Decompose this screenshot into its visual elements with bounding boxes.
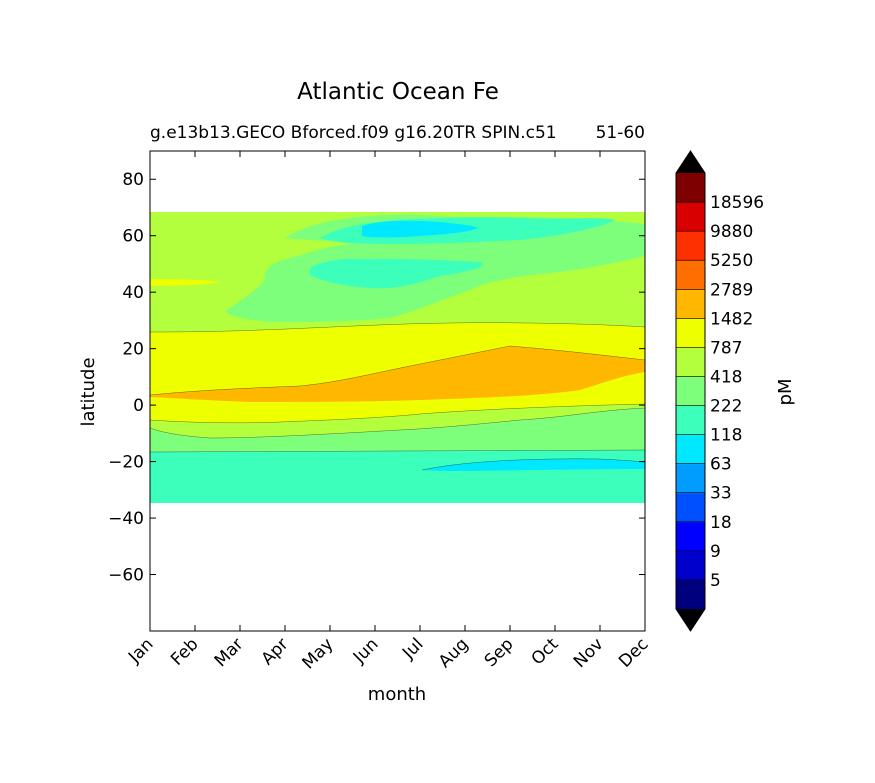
contour-fill-1482-2789 [150, 346, 645, 402]
colorbar-swatch [676, 347, 705, 377]
x-tick-label: Oct [528, 634, 563, 669]
colorbar-swatch [676, 550, 705, 581]
x-tick-label: Jun [349, 634, 383, 668]
colorbar-swatch [676, 173, 705, 203]
y-tick-label: 20 [122, 340, 144, 360]
x-tick-label: Mar [211, 634, 248, 671]
colorbar-swatch [676, 289, 705, 319]
colorbar-tick-label: 33 [710, 484, 732, 504]
colorbar: 5 9 18 33 63 118 222 418 787 1482 2789 5250 9880 1859… [675, 150, 764, 632]
x-tick-label: Jan [124, 634, 157, 667]
colorbar-swatch [676, 434, 705, 465]
x-tick-label: Feb [167, 634, 202, 669]
x-tick-label: Dec [615, 634, 652, 671]
colorbar-tick-label: 787 [710, 338, 742, 358]
colorbar-tick-label: 9 [710, 542, 721, 562]
x-axis-label: month [368, 684, 426, 705]
contour-fill-118-222-south [150, 450, 645, 503]
colorbar-tick-label: 118 [710, 426, 742, 446]
y-tick-label: 80 [122, 170, 144, 190]
x-axis: Jan Feb Mar Apr May Jun Jul Aug Sep Oct Nov Dec [124, 151, 653, 673]
y-tick-label: −20 [108, 453, 144, 473]
colorbar-tick-label: 18596 [710, 193, 764, 213]
x-tick-label: Nov [570, 634, 608, 672]
colorbar-tick-label: 222 [710, 397, 742, 417]
contour-fill-63-118-south [422, 458, 645, 471]
y-tick-label: 0 [133, 396, 144, 416]
colorbar-swatch [676, 579, 705, 610]
colorbar-tick-label: 5 [710, 571, 721, 591]
y-tick-label: 60 [122, 227, 144, 247]
chart-title: Atlantic Ocean Fe [297, 79, 499, 105]
contour-fill-418-787-south [150, 404, 645, 438]
colorbar-extend-low [676, 609, 705, 631]
x-tick-label: Apr [258, 634, 293, 669]
colorbar-swatch [676, 376, 705, 407]
contour-fill-118-222-north-lower [310, 258, 483, 289]
y-tick-label: 40 [122, 283, 144, 303]
colorbar-tick-label: 1482 [710, 309, 753, 329]
x-tick-label: May [299, 634, 338, 673]
y-tick-label: −60 [108, 566, 144, 586]
colorbar-label: pM [775, 379, 796, 406]
colorbar-swatch [676, 260, 705, 290]
plot-frame [149, 150, 646, 632]
x-tick-label: Jul [398, 634, 427, 663]
contour-fill-222-418-south [150, 408, 645, 452]
y-tick-label: −40 [108, 509, 144, 529]
colorbar-swatch [676, 521, 705, 552]
y-axis: 80 60 40 20 0 −20 −40 −60 [108, 170, 645, 586]
contour-fill-63-118-north [362, 220, 478, 238]
colorbar-outline [675, 150, 706, 632]
colorbar-tick-label: 18 [710, 513, 732, 533]
colorbar-swatch [676, 202, 705, 232]
chart-subtitle-left: g.e13b13.GECO Bforced.f09 g16.20TR SPIN.… [150, 123, 557, 143]
chart-subtitle-right: 51-60 [596, 123, 645, 143]
colorbar-swatch [676, 405, 705, 436]
colorbar-extend-high [676, 151, 705, 173]
colorbar-tick-label: 9880 [710, 222, 753, 242]
colorbar-tick-label: 63 [710, 455, 732, 475]
colorbar-tick-label: 5250 [710, 251, 753, 271]
colorbar-tick-label: 2789 [710, 280, 753, 300]
y-axis-label: latitude [78, 357, 99, 426]
colorbar-swatch [676, 463, 705, 494]
colorbar-swatch [676, 318, 705, 348]
colorbar-swatch [676, 492, 705, 523]
colorbar-tick-label: 418 [710, 367, 742, 387]
x-tick-label: Sep [481, 634, 518, 671]
colorbar-swatch [676, 231, 705, 261]
plot-area [149, 150, 646, 632]
x-tick-label: Aug [435, 634, 473, 672]
contour-fill-787-1482-north [150, 279, 220, 286]
